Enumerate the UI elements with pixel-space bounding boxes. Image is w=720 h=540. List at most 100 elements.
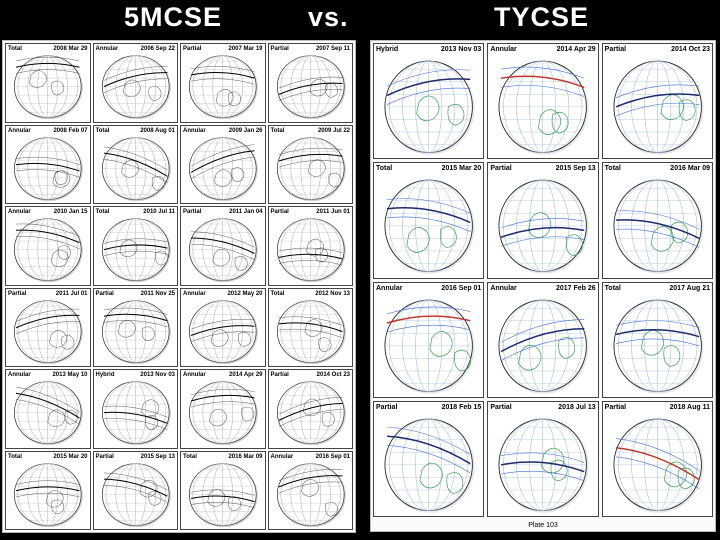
globe-map bbox=[613, 179, 704, 275]
eclipse-map: Total 2015 Mar 20 bbox=[5, 450, 91, 530]
globe-map bbox=[101, 136, 171, 201]
eclipse-type: Partial bbox=[270, 46, 289, 52]
globe-map bbox=[14, 462, 83, 527]
eclipse-map: Partial 2018 Feb 15 bbox=[373, 400, 485, 517]
eclipse-type: Total bbox=[604, 284, 621, 292]
eclipse-date: 2009 Jul 22 bbox=[317, 127, 350, 134]
eclipse-date: 2010 Jul 11 bbox=[143, 209, 175, 215]
globe-map bbox=[14, 55, 83, 120]
eclipse-date: 2008 Aug 01 bbox=[140, 127, 175, 134]
eclipse-date: 2006 Sep 22 bbox=[140, 46, 175, 52]
eclipse-date: 2015 Mar 20 bbox=[441, 165, 482, 173]
globe-map bbox=[101, 55, 171, 120]
eclipse-map: Partial 2014 Oct 23 bbox=[601, 43, 713, 160]
globe-map bbox=[189, 381, 258, 446]
eclipse-date: 2010 Jan 15 bbox=[53, 209, 88, 215]
eclipse-date: 2015 Sep 13 bbox=[140, 453, 175, 460]
eclipse-type: Total bbox=[376, 165, 393, 173]
globe-map bbox=[14, 136, 83, 201]
eclipse-date: 2011 Jul 01 bbox=[55, 290, 88, 297]
eclipse-type: Partial bbox=[604, 46, 627, 53]
eclipse-type: Annular bbox=[376, 284, 403, 292]
eclipse-map: Annular 2017 Feb 26 bbox=[487, 281, 599, 398]
eclipse-type: Annular bbox=[8, 127, 31, 134]
eclipse-type: Annular bbox=[490, 284, 517, 292]
plate-label: Plate 103 bbox=[528, 522, 558, 529]
title-vs: vs. bbox=[308, 2, 349, 32]
eclipse-map: Annular 2012 May 20 bbox=[180, 287, 266, 367]
eclipse-map: Partial 2011 Jan 04 bbox=[180, 206, 266, 286]
eclipse-map: Partial 2014 Oct 23 bbox=[267, 369, 353, 449]
eclipse-map: Annular 2014 Apr 29 bbox=[487, 43, 599, 160]
eclipse-type: Total bbox=[270, 290, 285, 297]
globe-map bbox=[384, 418, 475, 513]
eclipse-map: Total 2012 Nov 13 bbox=[267, 287, 353, 367]
right-eclipse-map-grid: Hybrid 2013 Nov 03 Annular 2014 Apr 29 Parti… bbox=[373, 43, 713, 517]
eclipse-map: Annular 2009 Jan 26 bbox=[180, 124, 266, 204]
eclipse-date: 2011 Jun 01 bbox=[316, 209, 350, 215]
eclipse-map: Partial 2011 Nov 25 bbox=[92, 287, 178, 367]
eclipse-map: Annular 2013 May 10 bbox=[5, 369, 91, 449]
eclipse-type: Partial bbox=[376, 403, 398, 411]
eclipse-date: 2008 Feb 07 bbox=[53, 127, 88, 134]
globe-map bbox=[189, 299, 258, 364]
eclipse-map: Total 2008 Mar 29 bbox=[5, 43, 91, 123]
eclipse-map: Total 2015 Mar 20 bbox=[373, 162, 485, 279]
eclipse-type: Partial bbox=[95, 453, 114, 460]
globe-map bbox=[189, 55, 258, 120]
globe-map bbox=[101, 462, 171, 527]
globe-map bbox=[276, 218, 346, 283]
globe-map bbox=[276, 462, 346, 527]
eclipse-map: Total 2009 Jul 22 bbox=[267, 124, 353, 204]
eclipse-type: Annular bbox=[8, 372, 31, 378]
eclipse-map: Annular 2006 Sep 22 bbox=[92, 43, 178, 123]
thousand-year-canon-plate: Hybrid 2013 Nov 03 Annular 2014 Apr 29 Parti… bbox=[370, 40, 716, 532]
eclipse-date: 2013 Nov 03 bbox=[440, 46, 482, 53]
eclipse-type: Partial bbox=[604, 403, 627, 411]
title-5mcse: 5MCSE bbox=[124, 2, 223, 32]
eclipse-date: 2007 Sep 11 bbox=[315, 46, 350, 52]
globe-map bbox=[276, 299, 346, 364]
eclipse-date: 2016 Mar 09 bbox=[670, 165, 710, 173]
eclipse-map: Hybrid 2013 Nov 03 bbox=[92, 369, 178, 449]
globe-map bbox=[498, 299, 589, 394]
eclipse-type: Total bbox=[183, 453, 197, 460]
globe-map bbox=[384, 299, 475, 394]
globe-map bbox=[101, 218, 171, 283]
eclipse-map: Partial 2018 Aug 11 bbox=[601, 400, 713, 517]
eclipse-map: Total 2016 Mar 09 bbox=[180, 450, 266, 530]
eclipse-map: Partial 2007 Mar 19 bbox=[180, 43, 266, 123]
eclipse-map: Total 2016 Mar 09 bbox=[601, 162, 713, 279]
eclipse-type: Total bbox=[8, 453, 22, 460]
eclipse-type: Annular bbox=[183, 372, 206, 378]
eclipse-type: Total bbox=[8, 46, 22, 52]
eclipse-type: Total bbox=[604, 165, 621, 173]
eclipse-map: Partial 2015 Sep 13 bbox=[487, 162, 599, 279]
eclipse-map: Annular 2016 Sep 01 bbox=[373, 281, 485, 398]
eclipse-date: 2011 Nov 25 bbox=[140, 290, 175, 297]
eclipse-type: Total bbox=[95, 127, 110, 134]
eclipse-type: Hybrid bbox=[95, 372, 115, 378]
eclipse-map: Total 2008 Aug 01 bbox=[92, 124, 178, 204]
eclipse-date: 2013 May 10 bbox=[52, 372, 88, 378]
eclipse-type: Annular bbox=[183, 127, 206, 134]
eclipse-date: 2009 Jan 26 bbox=[228, 127, 263, 134]
globe-map bbox=[613, 299, 704, 394]
eclipse-type: Total bbox=[95, 209, 110, 215]
globe-map bbox=[189, 136, 258, 201]
eclipse-type: Annular bbox=[270, 453, 294, 460]
eclipse-type: Partial bbox=[490, 403, 512, 411]
eclipse-date: 2018 Feb 15 bbox=[441, 403, 482, 411]
five-millennium-canon-plate: Total 2008 Mar 29 Annular 2006 Sep 22 Partia… bbox=[2, 40, 356, 533]
eclipse-map: Total 2010 Jul 11 bbox=[92, 206, 178, 286]
eclipse-map: Total 2017 Aug 21 bbox=[601, 281, 713, 398]
eclipse-map: Partial 2011 Jul 01 bbox=[5, 287, 91, 367]
eclipse-type: Annular bbox=[490, 46, 517, 53]
eclipse-date: 2018 Aug 11 bbox=[669, 403, 710, 411]
eclipse-type: Total bbox=[270, 127, 285, 134]
eclipse-map: Annular 2010 Jan 15 bbox=[5, 206, 91, 286]
eclipse-type: Annular bbox=[95, 46, 119, 52]
eclipse-type: Annular bbox=[183, 290, 206, 297]
eclipse-type: Partial bbox=[95, 290, 114, 297]
eclipse-date: 2016 Mar 09 bbox=[228, 453, 263, 460]
